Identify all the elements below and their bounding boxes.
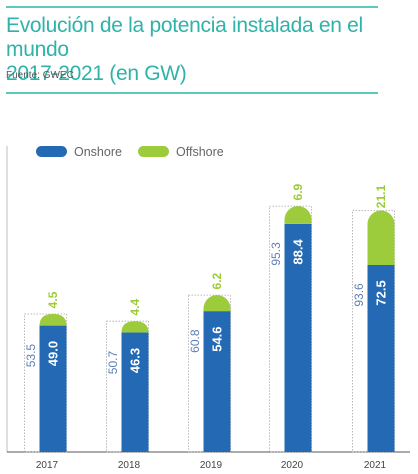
total-value-2019: 60.8 — [188, 329, 202, 353]
total-value-2017: 53.5 — [24, 344, 38, 368]
x-tick-2018: 2018 — [118, 460, 141, 471]
onshore-value-2020: 88.4 — [291, 239, 306, 265]
onshore-bar-2018 — [121, 332, 149, 452]
onshore-bar-2020 — [284, 223, 312, 452]
offshore-bar-2017 — [39, 313, 67, 326]
onshore-value-2021: 72.5 — [374, 280, 389, 305]
x-tick-2020: 2020 — [281, 460, 304, 471]
chart-title: Evolución de la potencia instalada en el… — [6, 14, 406, 86]
legend-label-offshore: Offshore — [176, 145, 224, 159]
x-tick-2021: 2021 — [364, 460, 387, 471]
bottom-rule — [6, 92, 378, 94]
offshore-bar-2018 — [121, 321, 149, 333]
total-value-2020: 95.3 — [269, 242, 283, 266]
title-line-1: Evolución de la potencia instalada en el… — [6, 14, 363, 61]
onshore-bar-2019 — [203, 311, 231, 452]
offshore-value-2019: 6.2 — [210, 272, 224, 289]
offshore-value-2020: 6.9 — [291, 183, 305, 200]
onshore-value-2017: 49.0 — [46, 341, 61, 366]
legend-swatch-offshore — [138, 146, 169, 157]
x-tick-2019: 2019 — [200, 460, 223, 471]
offshore-bar-2021 — [367, 210, 395, 265]
total-box-2020 — [269, 205, 312, 453]
offshore-bar-2019 — [203, 295, 231, 312]
source-note: Fuente: GWEC — [6, 70, 74, 81]
offshore-value-2017: 4.5 — [46, 291, 60, 308]
onshore-bar-2017 — [39, 325, 67, 452]
onshore-bar-2021 — [367, 264, 395, 452]
legend-swatch-onshore — [36, 146, 67, 157]
title-line-2: 2017-2021 (en GW) — [6, 62, 187, 85]
total-value-2018: 50.7 — [106, 351, 120, 375]
onshore-value-2018: 46.3 — [128, 348, 143, 373]
top-rule — [6, 6, 378, 8]
total-value-2021: 93.6 — [352, 283, 366, 307]
offshore-value-2018: 4.4 — [128, 299, 142, 316]
onshore-value-2019: 54.6 — [210, 326, 225, 351]
offshore-bar-2020 — [284, 206, 312, 224]
x-tick-2017: 2017 — [36, 460, 59, 471]
legend-label-onshore: Onshore — [74, 145, 122, 159]
offshore-value-2021: 21.1 — [374, 185, 388, 209]
total-box-2018 — [106, 320, 149, 453]
